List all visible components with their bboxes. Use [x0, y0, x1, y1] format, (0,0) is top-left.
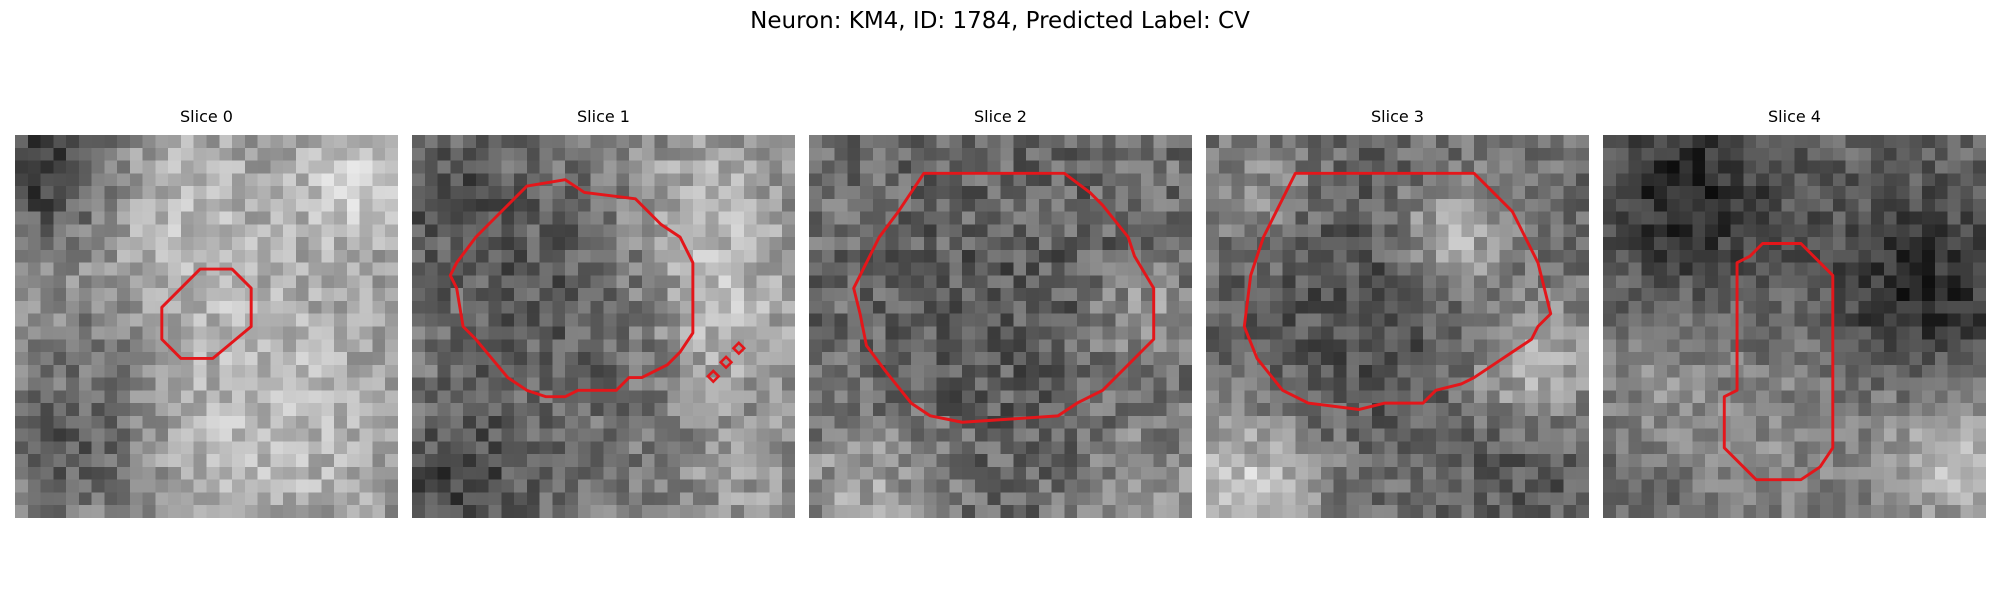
slice-title-0: Slice 0: [180, 107, 233, 126]
roi-contour: [448, 178, 695, 399]
slice-panel-3: Slice 3: [1206, 107, 1589, 518]
slice-title-2: Slice 2: [974, 107, 1027, 126]
slice-image-2: [809, 135, 1192, 518]
slice-panel-2: Slice 2: [809, 107, 1192, 518]
roi-contour: [1722, 242, 1835, 482]
slice-title-3: Slice 3: [1371, 107, 1424, 126]
roi-fragment-contour: [731, 341, 746, 356]
slice-panel-1: Slice 1: [412, 107, 795, 518]
slice-image-0: [15, 135, 398, 518]
slice-image-1: [412, 135, 795, 518]
slice-image-4: [1603, 135, 1986, 518]
roi-fragment-contour: [718, 355, 734, 370]
roi-fragment-contour: [706, 369, 721, 384]
slice-title-4: Slice 4: [1768, 107, 1821, 126]
figure-title: Neuron: KM4, ID: 1784, Predicted Label: …: [750, 8, 1250, 34]
roi-contour: [1242, 171, 1553, 411]
slice-title-1: Slice 1: [577, 107, 630, 126]
slice-image-3: [1206, 135, 1589, 518]
slice-panel-4: Slice 4: [1603, 107, 1986, 518]
slice-panel-0: Slice 0: [15, 107, 398, 518]
roi-contour: [160, 267, 253, 360]
roi-contour: [852, 171, 1156, 424]
